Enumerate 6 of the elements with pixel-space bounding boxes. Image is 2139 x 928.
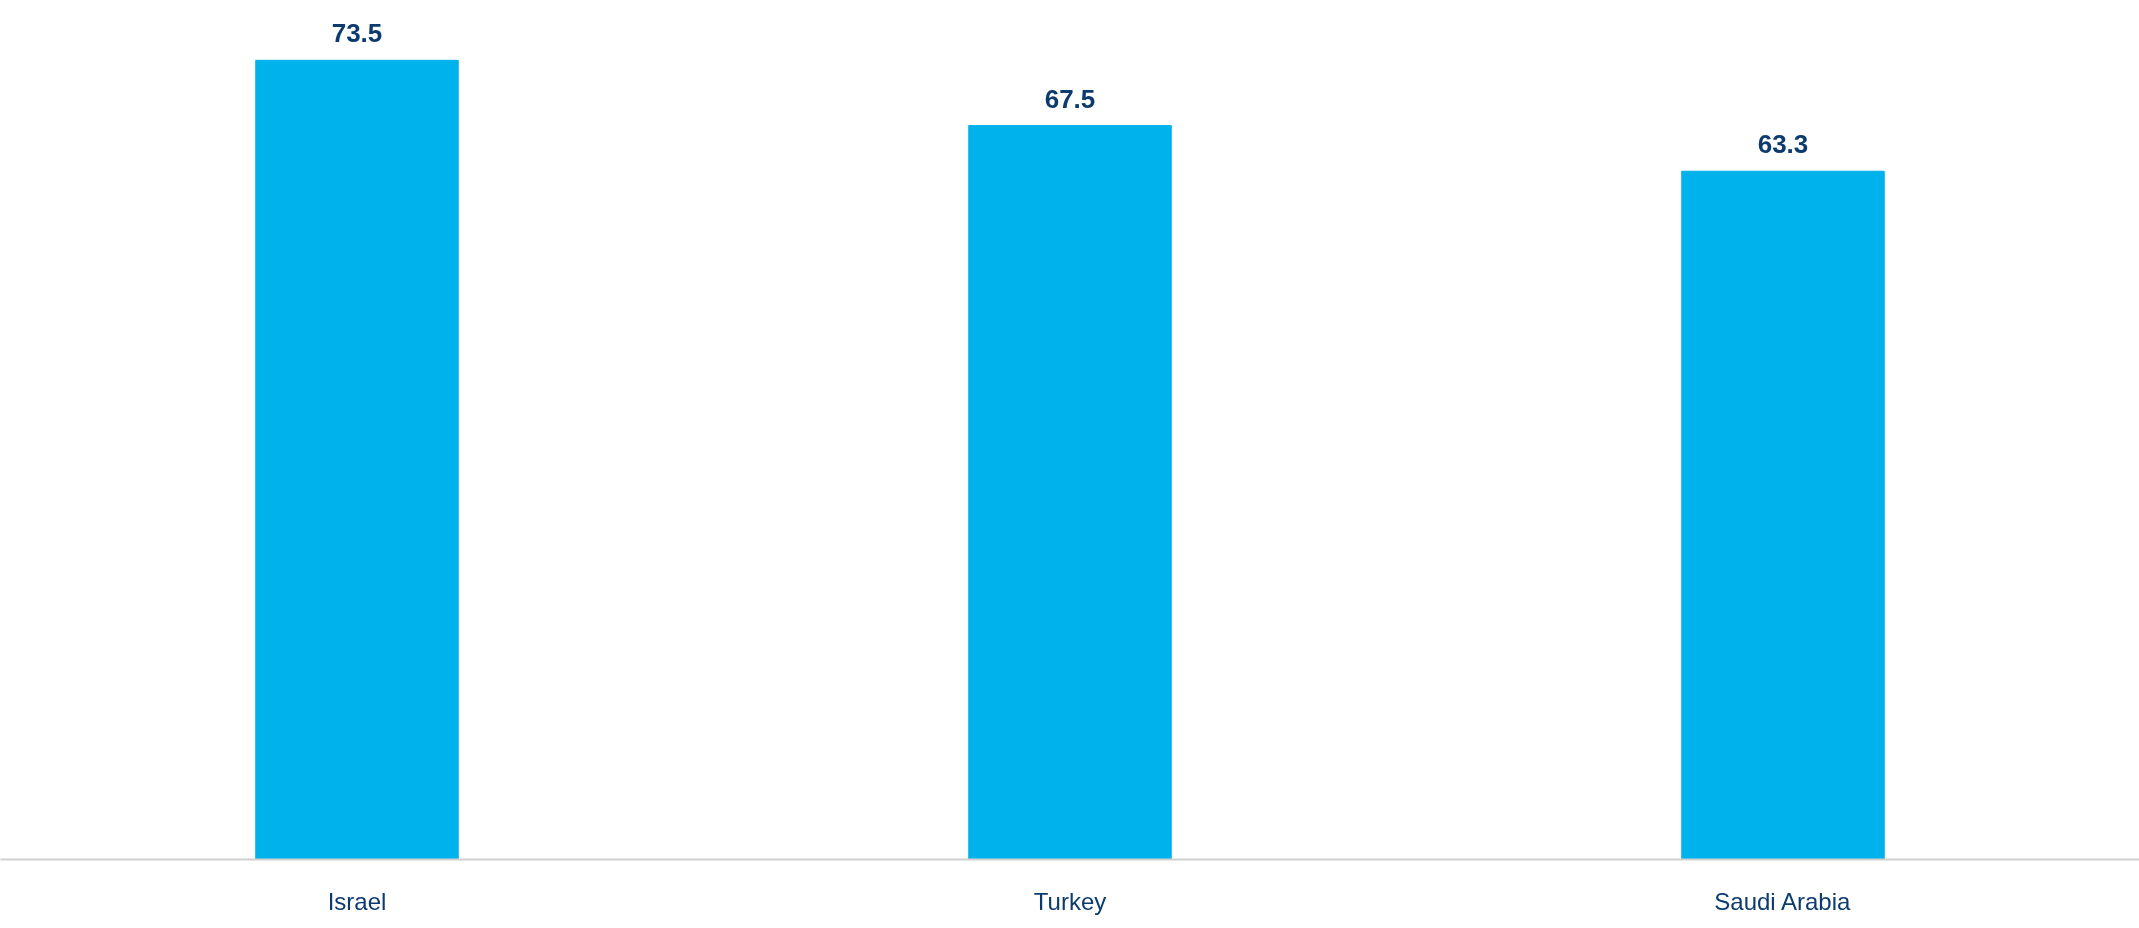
data-label: 67.5 <box>1044 83 1096 114</box>
x-tick-label: Turkey <box>1033 887 1107 915</box>
x-tick-label: Saudi Arabia <box>1714 887 1852 915</box>
data-label: 73.5 <box>331 18 383 49</box>
data-label: 63.3 <box>1757 129 1809 160</box>
x-tick-label: Israel <box>327 887 387 915</box>
